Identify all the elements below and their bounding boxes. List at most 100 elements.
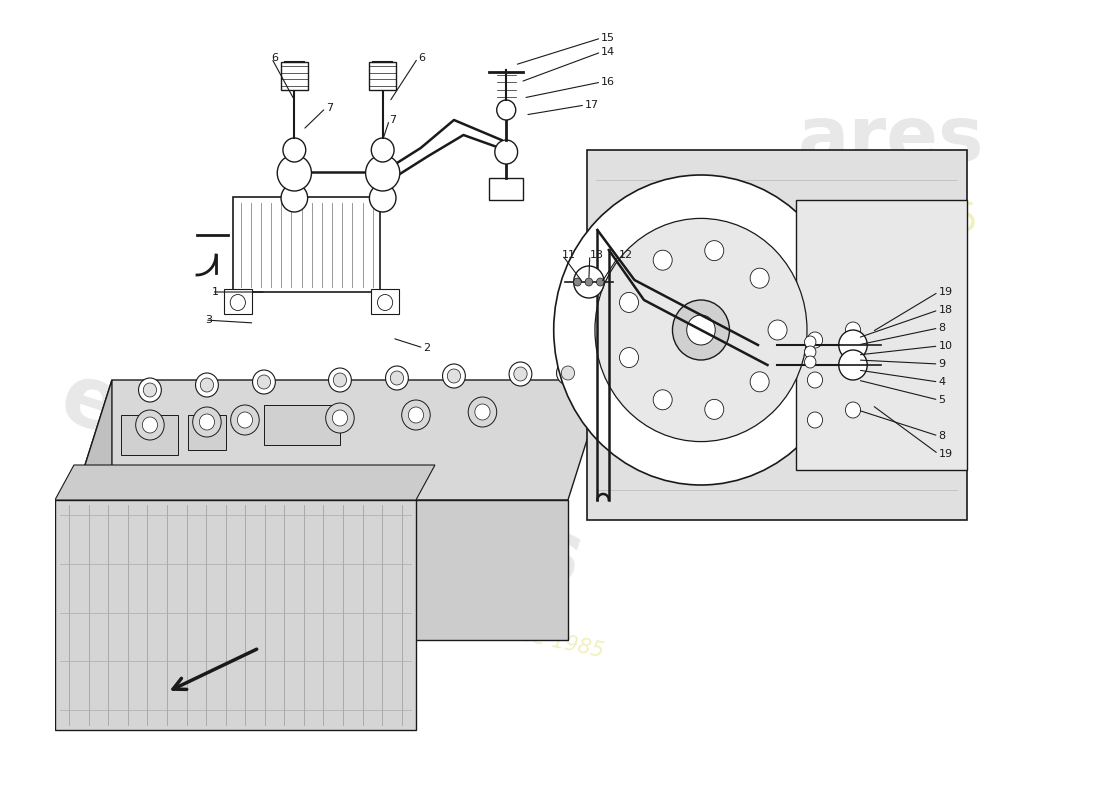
Circle shape: [653, 250, 672, 270]
Text: 14: 14: [602, 47, 615, 57]
Text: 1: 1: [211, 287, 219, 297]
Text: 12: 12: [619, 250, 634, 260]
Circle shape: [326, 403, 354, 433]
Circle shape: [574, 278, 581, 286]
Text: 10: 10: [938, 341, 953, 351]
Text: 6: 6: [272, 53, 278, 63]
Circle shape: [557, 361, 580, 385]
Circle shape: [277, 155, 311, 191]
Circle shape: [838, 350, 867, 380]
Circle shape: [402, 400, 430, 430]
Circle shape: [283, 138, 306, 162]
Circle shape: [142, 417, 157, 433]
Bar: [55, 500, 416, 730]
Circle shape: [653, 390, 672, 410]
Text: 19: 19: [938, 287, 953, 297]
Text: 7: 7: [326, 103, 333, 113]
Bar: [490, 178, 524, 200]
Circle shape: [230, 294, 245, 310]
Circle shape: [561, 366, 574, 380]
Circle shape: [846, 322, 860, 338]
Circle shape: [370, 184, 396, 212]
Polygon shape: [55, 465, 435, 500]
Circle shape: [585, 278, 593, 286]
Bar: [370, 62, 396, 90]
Bar: [280, 62, 308, 90]
Text: 3: 3: [205, 315, 212, 325]
Bar: [264, 405, 340, 445]
Bar: [371, 290, 399, 314]
Text: 6: 6: [418, 53, 425, 63]
Circle shape: [196, 373, 218, 397]
Polygon shape: [74, 500, 568, 640]
Circle shape: [672, 300, 729, 360]
Circle shape: [231, 405, 260, 435]
Circle shape: [838, 330, 867, 360]
Circle shape: [553, 175, 848, 485]
Text: 1985: 1985: [879, 201, 979, 239]
Text: 2: 2: [424, 343, 431, 353]
Text: 17: 17: [585, 100, 600, 110]
Circle shape: [596, 278, 604, 286]
Circle shape: [469, 397, 497, 427]
Text: 11: 11: [562, 250, 576, 260]
Circle shape: [619, 293, 638, 313]
Circle shape: [200, 378, 213, 392]
Text: 9: 9: [938, 359, 946, 369]
Circle shape: [135, 410, 164, 440]
Circle shape: [199, 414, 214, 430]
Circle shape: [846, 402, 860, 418]
Circle shape: [253, 370, 275, 394]
Circle shape: [390, 371, 404, 385]
Bar: [121, 415, 178, 455]
Bar: [223, 290, 252, 314]
Circle shape: [750, 268, 769, 288]
Circle shape: [448, 369, 461, 383]
Text: 4: 4: [938, 377, 946, 387]
Circle shape: [372, 138, 394, 162]
Circle shape: [238, 412, 253, 428]
Circle shape: [514, 367, 527, 381]
Text: a passion for cars since 1985: a passion for cars since 1985: [302, 578, 605, 662]
Circle shape: [509, 362, 532, 386]
Text: 7: 7: [389, 115, 396, 125]
Circle shape: [574, 266, 604, 298]
Text: 5: 5: [938, 395, 946, 405]
Bar: [233, 198, 381, 293]
Circle shape: [143, 383, 156, 397]
Circle shape: [332, 410, 348, 426]
Circle shape: [377, 294, 393, 310]
Bar: [587, 150, 967, 520]
Text: 13: 13: [590, 250, 604, 260]
Circle shape: [329, 368, 351, 392]
Circle shape: [386, 366, 408, 390]
Circle shape: [333, 373, 346, 387]
Text: ares: ares: [798, 103, 984, 177]
Circle shape: [804, 346, 816, 358]
Polygon shape: [74, 380, 112, 640]
Text: 8: 8: [938, 323, 946, 333]
Bar: [188, 415, 226, 450]
Circle shape: [768, 320, 786, 340]
Circle shape: [686, 315, 715, 345]
Circle shape: [619, 347, 638, 367]
Text: 8: 8: [938, 431, 946, 441]
Circle shape: [139, 378, 162, 402]
Circle shape: [280, 184, 308, 212]
Polygon shape: [74, 380, 606, 500]
Circle shape: [192, 407, 221, 437]
Circle shape: [442, 364, 465, 388]
Circle shape: [750, 372, 769, 392]
Text: 15: 15: [602, 33, 615, 43]
Circle shape: [365, 155, 399, 191]
Text: eurospares: eurospares: [50, 356, 593, 604]
Circle shape: [497, 100, 516, 120]
Circle shape: [257, 375, 271, 389]
Circle shape: [804, 336, 816, 348]
Text: 19: 19: [938, 449, 953, 459]
Circle shape: [475, 404, 491, 420]
Circle shape: [807, 372, 823, 388]
Circle shape: [807, 412, 823, 428]
Circle shape: [495, 140, 518, 164]
Circle shape: [807, 332, 823, 348]
